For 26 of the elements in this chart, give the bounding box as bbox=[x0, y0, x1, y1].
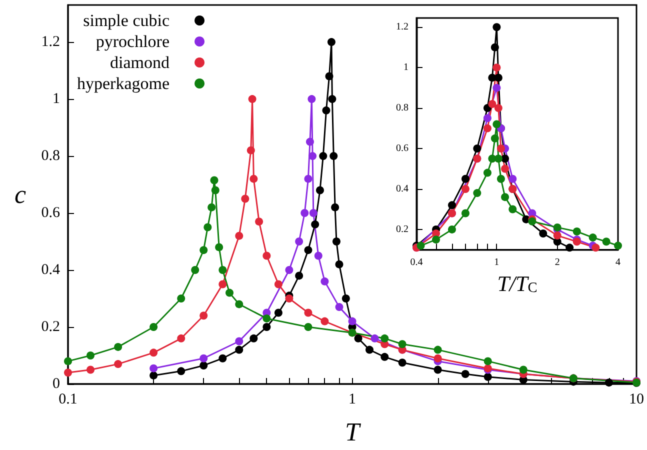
legend-label: hyperkagome bbox=[76, 74, 170, 93]
x-axis-title: T bbox=[345, 418, 362, 446]
y-tick-label: 1 bbox=[52, 91, 60, 108]
y-tick-label: 0.8 bbox=[396, 102, 408, 114]
y-axis-title: c bbox=[14, 180, 26, 209]
y-tick-label: 0.2 bbox=[396, 224, 408, 235]
x-tick-label: 10 bbox=[629, 392, 644, 408]
x-tick-label: 2 bbox=[554, 257, 560, 268]
y-tick-label: 0.4 bbox=[396, 183, 408, 194]
y-tick-label: 0.6 bbox=[396, 143, 408, 154]
x-axis-title: T/TC bbox=[497, 271, 538, 296]
y-tick-label: 0.2 bbox=[41, 319, 60, 336]
x-tick-label: 0.1 bbox=[58, 392, 78, 408]
y-tick-label: 0.8 bbox=[41, 148, 60, 164]
x-tick-label: 1 bbox=[494, 257, 500, 268]
legend-label: diamond bbox=[110, 53, 170, 72]
x-tick-label: 4 bbox=[616, 257, 620, 268]
legend-label: pyrochlore bbox=[96, 32, 170, 51]
y-tick-label: 0.6 bbox=[41, 205, 60, 222]
y-tick-label: 1 bbox=[404, 62, 408, 74]
y-tick-label: 1.2 bbox=[41, 34, 60, 50]
x-tick-label: 0.4 bbox=[410, 257, 423, 268]
legend-label: simple cubic bbox=[83, 11, 170, 30]
y-tick-label: 1.2 bbox=[396, 22, 408, 33]
x-tick-label: 1 bbox=[348, 392, 356, 408]
y-tick-label: 0 bbox=[52, 376, 60, 392]
